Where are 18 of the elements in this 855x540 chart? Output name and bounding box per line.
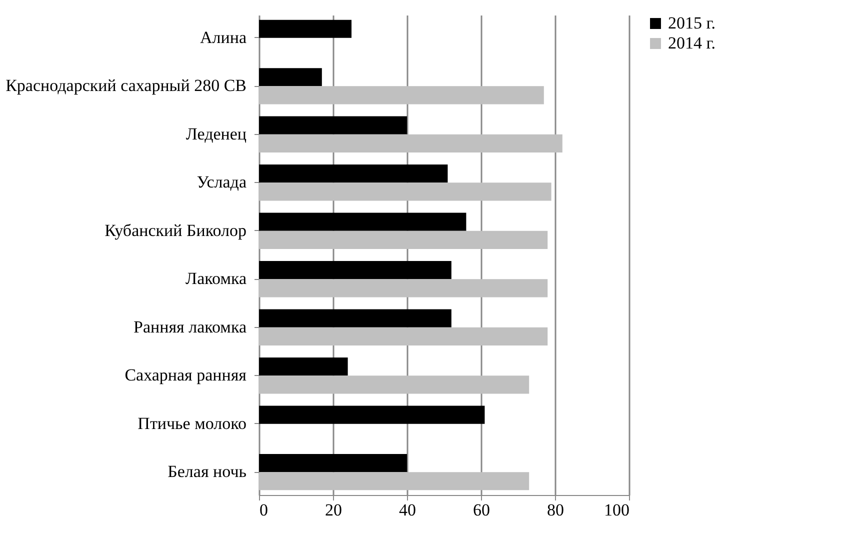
y-tick-label: Птичье молоко <box>138 414 246 433</box>
legend-label: 2015 г. <box>668 14 716 32</box>
y-tick-label: Белая ночь <box>168 462 247 482</box>
x-tick-label: 60 <box>473 500 490 520</box>
y-tick-label: Алина <box>200 28 247 47</box>
legend-label: 2014 г. <box>668 34 716 52</box>
x-tick-label: 100 <box>604 500 630 520</box>
x-tick-label: 40 <box>399 500 416 520</box>
x-tick-label: 80 <box>547 500 564 520</box>
y-tick-label: Ранняя лакомка <box>134 317 247 336</box>
y-tick-label: Сахарная ранняя <box>124 366 247 385</box>
y-tick-label: Услада <box>196 172 247 192</box>
y-tick-label: Кубанский Биколор <box>104 220 246 240</box>
y-tick-label: Краснодарский сахарный 280 СВ <box>6 76 246 96</box>
x-tick-label: 0 <box>260 500 268 520</box>
x-tick-label: 20 <box>325 500 342 520</box>
y-tick-label: Лакомка <box>186 269 247 288</box>
y-tick-label: Леденец <box>186 124 246 144</box>
